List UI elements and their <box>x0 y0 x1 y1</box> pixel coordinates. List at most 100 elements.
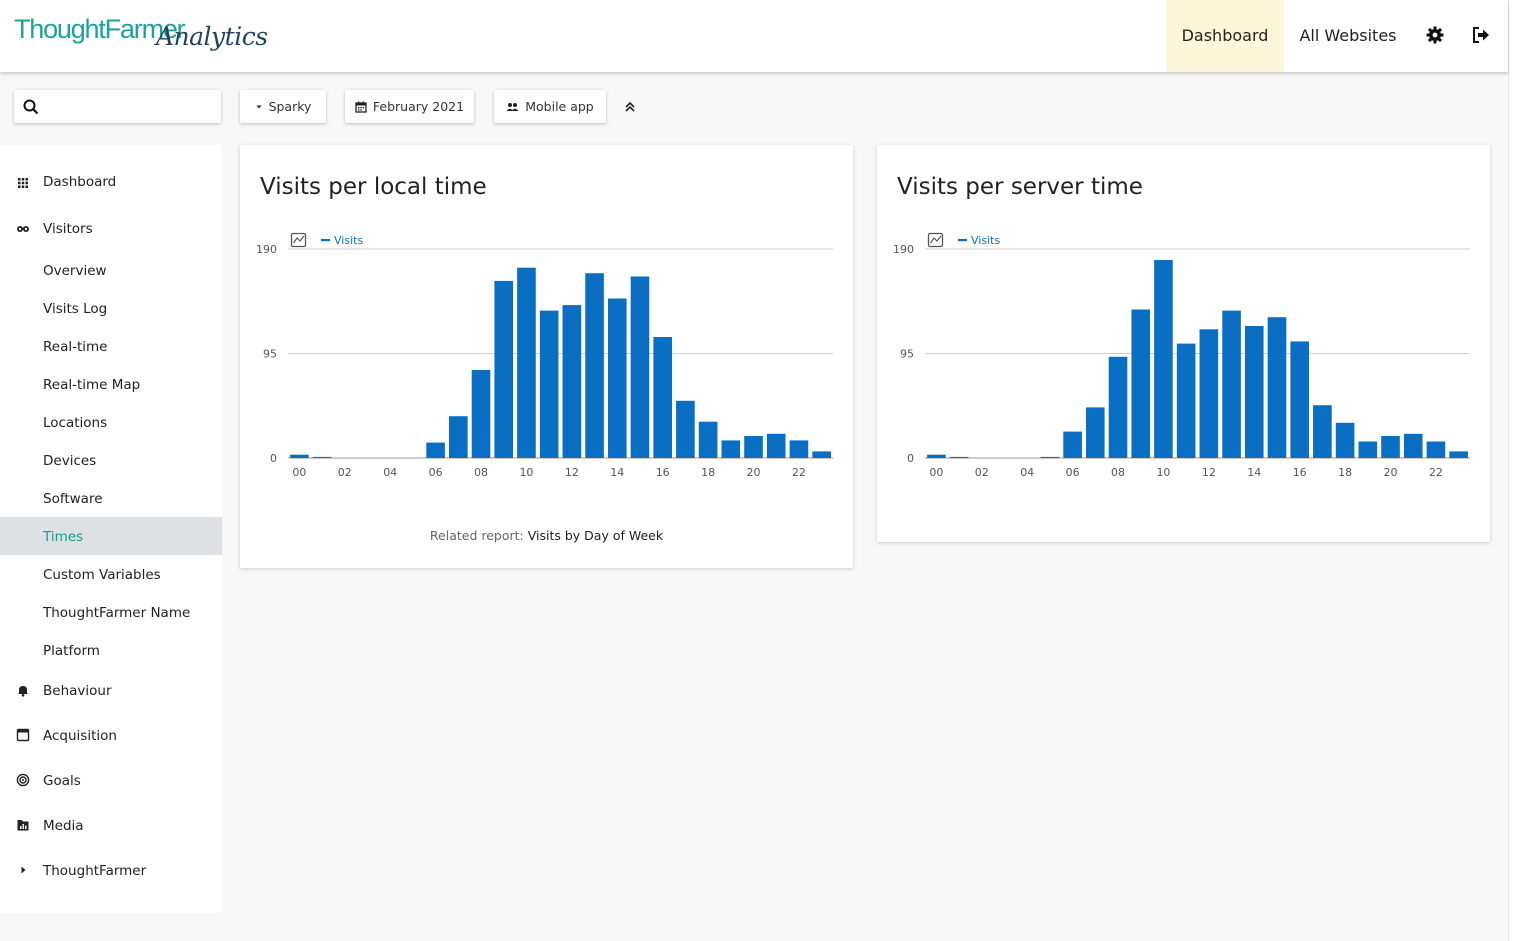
double-chevron-up-icon[interactable] <box>622 99 638 115</box>
y-tick-label: 0 <box>907 452 914 465</box>
sidebar-label-thoughtfarmer: ThoughtFarmer <box>43 863 147 879</box>
y-tick-label: 95 <box>263 348 277 361</box>
sidebar-item-real-time[interactable]: Real-time <box>0 327 222 365</box>
bar <box>562 305 582 458</box>
bar <box>927 454 946 458</box>
chart-type-icon <box>927 232 944 248</box>
bar <box>812 451 831 458</box>
visits-server-time-chart: 0 95 190 Visits 00 02 04 06 08 10 12 14 16 18 20 22 <box>893 232 1470 479</box>
bar <box>1313 405 1332 458</box>
sign-out-icon[interactable] <box>1471 25 1491 45</box>
x-tick-label: 20 <box>747 466 761 479</box>
sidebar-label-real-time-map: Real-time Map <box>43 377 141 393</box>
sidebar-label-custom-variables: Custom Variables <box>43 567 161 583</box>
sidebar-item-visits-log[interactable]: Visits Log <box>0 289 222 327</box>
caret-down-icon <box>256 105 262 108</box>
nav-tab-dashboard[interactable]: Dashboard <box>1166 0 1284 72</box>
sidebar-item-custom-variables[interactable]: Custom Variables <box>0 555 222 593</box>
sidebar-item-dashboard[interactable]: Dashboard <box>0 145 222 221</box>
bar <box>1403 433 1423 458</box>
bar <box>607 298 627 458</box>
grid-icon <box>18 178 28 188</box>
bar <box>1335 422 1355 458</box>
bar <box>1108 356 1128 458</box>
search-box <box>14 90 221 125</box>
x-tick-label: 18 <box>1338 466 1352 479</box>
sidebar-item-behaviour[interactable]: Behaviour <box>0 677 222 705</box>
sidebar-item-goals[interactable]: Goals <box>0 767 222 795</box>
x-tick-label: 14 <box>610 466 624 479</box>
x-tick-label: 02 <box>338 466 352 479</box>
chart-type-icon <box>290 232 307 248</box>
search-icon <box>23 99 39 115</box>
sidebar-label-thoughtfarmer-name: ThoughtFarmer Name <box>43 605 191 621</box>
y-tick-label: 190 <box>893 243 914 256</box>
x-tick-label: 00 <box>929 466 943 479</box>
sidebar-item-devices[interactable]: Devices <box>0 441 222 479</box>
bar <box>517 267 536 458</box>
gear-icon[interactable] <box>1425 25 1445 45</box>
bar <box>1449 451 1468 458</box>
legend-label: Visits <box>334 234 363 247</box>
bar <box>1131 309 1151 458</box>
sidebar-label-overview: Overview <box>43 263 107 279</box>
sidebar-label-devices: Devices <box>43 453 97 469</box>
bar <box>653 337 672 458</box>
bar <box>1222 310 1241 458</box>
visits-local-time-card: Visits per local time 0 95 190 Visits 00 02 04… <box>240 145 853 568</box>
y-tick-label: 95 <box>900 348 914 361</box>
site-selector[interactable]: Sparky <box>240 90 326 123</box>
sidebar-item-acquisition[interactable]: Acquisition <box>0 722 222 750</box>
x-tick-label: 08 <box>474 466 488 479</box>
sidebar-item-real-time-map[interactable]: Real-time Map <box>0 365 222 403</box>
sidebar-item-locations[interactable]: Locations <box>0 403 222 441</box>
card-title: Visits per server time <box>897 174 1143 200</box>
chart-type-icon-line <box>930 235 942 244</box>
x-tick-label: 12 <box>1202 466 1216 479</box>
bell-icon <box>18 686 28 697</box>
sidebar-item-thoughtfarmer[interactable]: ThoughtFarmer <box>0 857 222 885</box>
bar <box>1290 341 1309 458</box>
bar <box>676 400 695 458</box>
sidebar-item-software[interactable]: Software <box>0 479 222 517</box>
related-report: Related report: Visits by Day of Week <box>240 528 853 543</box>
chart-type-icon-line <box>293 235 305 244</box>
x-tick-label: 16 <box>656 466 670 479</box>
sidebar-label-goals: Goals <box>43 773 81 789</box>
caret-right-icon <box>21 866 26 874</box>
bar <box>312 456 332 458</box>
legend-swatch <box>321 239 330 242</box>
bar <box>1063 431 1082 458</box>
sidebar-item-thoughtfarmer-name[interactable]: ThoughtFarmer Name <box>0 593 222 631</box>
bar <box>1040 456 1060 458</box>
legend-label: Visits <box>971 234 1000 247</box>
sidebar-item-visitors[interactable]: Visitors <box>0 221 222 249</box>
nav-tab-all-websites[interactable]: All Websites <box>1299 26 1397 45</box>
sidebar-label-times: Times <box>43 529 84 545</box>
logo-brand: ThoughtFarmer <box>14 14 186 44</box>
search-input[interactable] <box>48 90 217 125</box>
date-selector[interactable]: February 2021 <box>345 90 474 123</box>
bar <box>1244 326 1264 458</box>
x-tick-label: 08 <box>1111 466 1125 479</box>
bar <box>1267 317 1287 458</box>
bar <box>426 442 445 458</box>
sidebar-label-dashboard: Dashboard <box>43 174 117 190</box>
related-report-link[interactable]: Visits by Day of Week <box>527 528 664 543</box>
bar <box>949 456 969 458</box>
sidebar-item-media[interactable]: Media <box>0 812 222 840</box>
bar <box>789 440 809 458</box>
sidebar-item-times[interactable]: Times <box>0 517 222 555</box>
sidebar-item-platform[interactable]: Platform <box>0 631 222 669</box>
visits-local-time-chart: 0 95 190 Visits 00 02 04 06 08 10 12 14 16 18 20 22 <box>256 232 833 479</box>
sidebar-item-overview[interactable]: Overview <box>0 251 222 289</box>
x-tick-label: 10 <box>1156 466 1170 479</box>
x-tick-label: 10 <box>519 466 533 479</box>
x-tick-label: 02 <box>975 466 989 479</box>
date-selector-label: February 2021 <box>372 99 465 114</box>
segment-selector[interactable]: Mobile app <box>494 90 606 123</box>
bar <box>290 454 309 458</box>
x-tick-label: 16 <box>1293 466 1307 479</box>
x-tick-label: 00 <box>292 466 306 479</box>
y-tick-label: 190 <box>256 243 277 256</box>
